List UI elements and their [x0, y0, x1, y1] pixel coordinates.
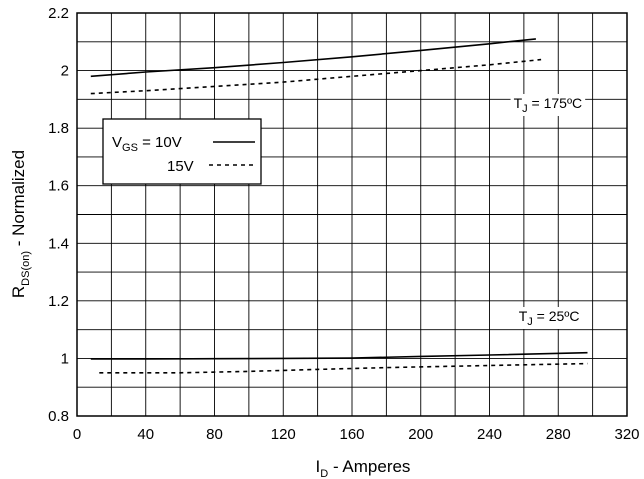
x-tick-label: 200 [408, 426, 433, 443]
x-tick-label: 160 [339, 426, 364, 443]
annotation-tj-25-sub: J [527, 316, 533, 328]
y-axis-title-sub: DS(on) [20, 251, 32, 286]
series-line-solid-2 [90, 351, 588, 360]
x-tick-label: 240 [477, 426, 502, 443]
x-tick-label: 120 [271, 426, 296, 443]
y-tick-label: 1.8 [48, 120, 69, 137]
series-line-dashed-1 [90, 58, 542, 95]
x-axis-title-main: I [316, 457, 321, 476]
annotation-tj-25-rest: = 25ºC [533, 308, 580, 324]
annotation-tj-175-rest: = 175ºC [528, 95, 583, 111]
series-line-dashed-3 [99, 362, 588, 374]
x-tick-label: 280 [546, 426, 571, 443]
y-tick-label: 1 [61, 350, 69, 367]
x-axis-title: ID - Amperes [316, 457, 411, 479]
y-tick-label: 0.8 [48, 408, 69, 425]
legend: VGS = 10V 15V [102, 118, 262, 185]
svg-text:TJ = 175ºC: TJ = 175ºC [514, 95, 583, 115]
y-tick-label: 2 [61, 63, 69, 80]
y-tick-label: 2.2 [48, 5, 69, 22]
series-line-solid-0 [90, 38, 536, 78]
svg-text:VGS = 10V: VGS = 10V [112, 134, 182, 154]
x-axis-title-rest: - Amperes [328, 457, 410, 476]
annotation-tj-175: TJ = 175ºC [510, 93, 586, 116]
legend-row1-rest: = 10V [138, 134, 182, 151]
plot-frame [76, 12, 628, 417]
x-axis-title-sub: D [320, 468, 328, 479]
grid [77, 13, 627, 416]
y-axis-title-rest: - Normalized [9, 150, 28, 251]
svg-text:TJ = 25ºC: TJ = 25ºC [519, 308, 580, 328]
legend-box [102, 118, 262, 185]
annotation-tj-25: TJ = 25ºC [515, 307, 583, 330]
tick-labels: 0 40 80 120 160 200 240 280 320 0.8 1 1.2 1.4 1.6 1.8 2… [48, 5, 639, 443]
x-tick-label: 320 [614, 426, 639, 443]
x-tick-label: 40 [137, 426, 154, 443]
legend-row2-label: 15V [167, 158, 194, 175]
y-tick-label: 1.2 [48, 293, 69, 310]
legend-row1-main: V [112, 134, 122, 151]
y-axis-title-main: R [9, 286, 28, 298]
legend-row1-sub: GS [122, 142, 138, 154]
annotation-tj-175-main: T [514, 95, 523, 111]
x-tick-label: 0 [73, 426, 81, 443]
y-tick-label: 1.6 [48, 178, 69, 195]
annotation-tj-175-sub: J [522, 103, 528, 115]
series-layer [90, 38, 588, 374]
x-tick-label: 80 [206, 426, 223, 443]
annotation-tj-25-main: T [519, 308, 528, 324]
y-tick-label: 1.4 [48, 235, 69, 252]
y-axis-title: RDS(on) - Normalized [9, 150, 32, 298]
